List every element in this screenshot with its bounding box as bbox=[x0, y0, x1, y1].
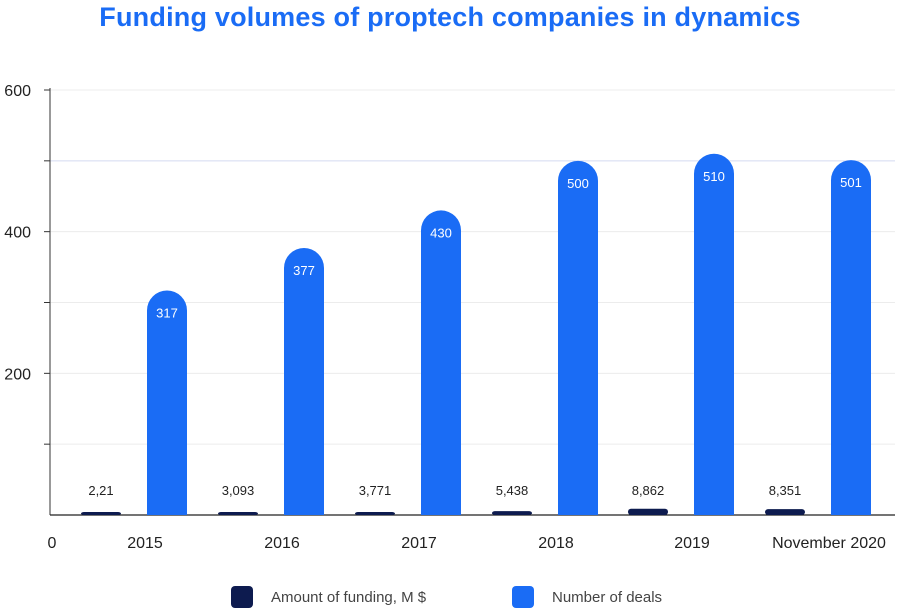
y-tick-label: 600 bbox=[4, 83, 31, 100]
data-label-funding: 8,862 bbox=[632, 483, 665, 498]
data-label-funding: 3,771 bbox=[359, 483, 392, 498]
legend-item-deals[interactable]: Number of deals bbox=[512, 586, 662, 608]
bar-deals bbox=[147, 290, 187, 515]
chart-legend: Amount of funding, M $ Number of deals bbox=[0, 586, 900, 612]
bar-funding bbox=[765, 509, 805, 515]
y-tick-label: 200 bbox=[4, 366, 31, 383]
bar-funding bbox=[628, 508, 668, 515]
x-tick-label: 2018 bbox=[538, 535, 574, 552]
bar-deals bbox=[558, 160, 598, 515]
data-label-funding: 8,351 bbox=[769, 483, 802, 498]
legend-swatch-funding bbox=[231, 586, 253, 608]
bar-deals bbox=[284, 247, 324, 515]
legend-swatch-deals bbox=[512, 586, 534, 608]
x-tick-label: 2016 bbox=[264, 535, 300, 552]
x-tick-label: 2017 bbox=[401, 535, 437, 552]
data-label-deals: 430 bbox=[430, 225, 452, 240]
x-tick-label: 2015 bbox=[127, 535, 163, 552]
data-label-funding: 2,21 bbox=[88, 483, 113, 498]
bar-deals bbox=[694, 153, 734, 515]
bar-deals bbox=[831, 160, 871, 515]
bar-funding bbox=[355, 512, 395, 515]
bar-funding bbox=[492, 511, 532, 515]
y-tick-label: 400 bbox=[4, 225, 31, 242]
x-tick-label: November 2020 bbox=[772, 535, 886, 552]
y-tick-label: 0 bbox=[48, 535, 57, 552]
data-label-deals: 317 bbox=[156, 305, 178, 320]
legend-item-funding[interactable]: Amount of funding, M $ bbox=[231, 586, 426, 608]
data-label-deals: 500 bbox=[567, 176, 589, 191]
data-label-deals: 377 bbox=[293, 263, 315, 278]
x-tick-label: 2019 bbox=[674, 535, 710, 552]
data-label-funding: 3,093 bbox=[222, 483, 255, 498]
data-label-funding: 5,438 bbox=[496, 483, 529, 498]
legend-label-deals: Number of deals bbox=[552, 588, 663, 606]
data-label-deals: 510 bbox=[703, 169, 725, 184]
legend-label-funding: Amount of funding, M $ bbox=[271, 588, 427, 606]
bar-funding bbox=[218, 512, 258, 515]
bar-deals bbox=[421, 210, 461, 515]
data-label-deals: 501 bbox=[840, 175, 862, 190]
bar-funding bbox=[81, 512, 121, 515]
chart-title: Funding volumes of proptech companies in… bbox=[99, 2, 801, 32]
